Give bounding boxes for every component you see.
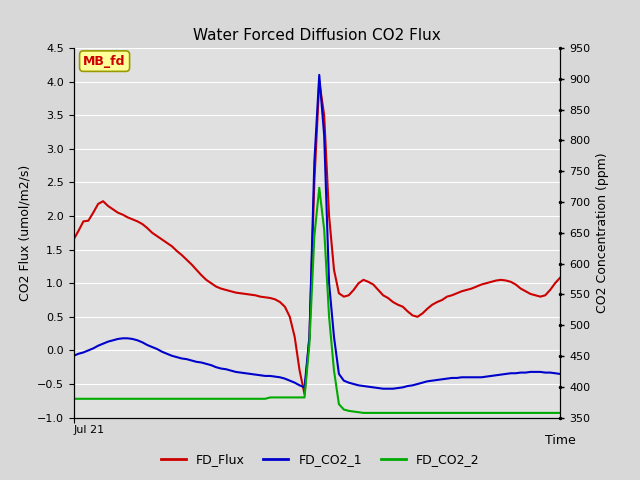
Title: Water Forced Diffusion CO2 Flux: Water Forced Diffusion CO2 Flux (193, 28, 441, 43)
Legend: FD_Flux, FD_CO2_1, FD_CO2_2: FD_Flux, FD_CO2_1, FD_CO2_2 (156, 448, 484, 471)
Text: MB_fd: MB_fd (83, 55, 126, 68)
Y-axis label: CO2 Flux (umol/m2/s): CO2 Flux (umol/m2/s) (19, 165, 31, 301)
Text: Time: Time (545, 434, 575, 447)
Y-axis label: CO2 Concentration (ppm): CO2 Concentration (ppm) (596, 153, 609, 313)
